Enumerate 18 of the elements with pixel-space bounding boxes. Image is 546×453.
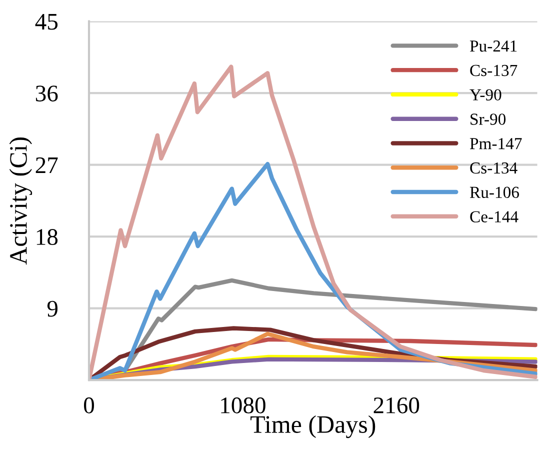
y-axis-title: Activity (Ci) [9, 138, 32, 265]
legend-label: Ce-144 [470, 211, 518, 222]
y-tick-label: 18 [36, 229, 58, 245]
legend-label: Sr-90 [470, 114, 506, 125]
legend-label: Ru-106 [470, 186, 519, 198]
x-tick-label: 0 [84, 397, 94, 414]
x-tick-label: 2160 [374, 397, 420, 414]
legend-label: Cs-134 [470, 162, 518, 174]
legend-label: Cs-137 [470, 64, 518, 76]
legend-label: Pm-147 [470, 138, 522, 150]
y-tick-label: 45 [35, 14, 58, 30]
x-axis-title: Time (Days) [250, 415, 376, 438]
legend-label: Pu-241 [470, 40, 517, 52]
x-tick-label: 1080 [221, 397, 266, 414]
y-tick-label: 9 [47, 300, 58, 317]
y-tick-label: 36 [36, 86, 58, 102]
y-tick-label: 27 [36, 157, 58, 173]
legend-label: Y-90 [470, 89, 502, 100]
